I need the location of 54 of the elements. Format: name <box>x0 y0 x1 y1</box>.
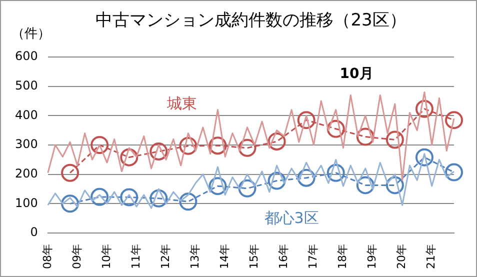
point <box>61 164 80 182</box>
point <box>208 177 227 196</box>
point <box>150 189 168 208</box>
x-tick-label: 12年 <box>158 244 172 270</box>
series-label: 城東 <box>166 94 197 112</box>
x-tick-label: 16年 <box>277 244 290 270</box>
point <box>445 163 463 182</box>
point <box>120 188 138 206</box>
y-tick-label: 600 <box>15 49 38 64</box>
x-tick-label: 08年 <box>40 244 54 270</box>
series-label: 都心3区 <box>264 208 319 227</box>
annotation: 10月 <box>340 66 374 82</box>
point <box>61 194 80 213</box>
y-tick-label: 500 <box>15 78 38 92</box>
x-tick-label: 19年 <box>366 244 379 270</box>
y-tick-label: 0 <box>30 225 38 240</box>
x-tick-label: 13年 <box>188 244 202 270</box>
y-tick-label: 200 <box>15 166 38 180</box>
x-tick-label: 20年 <box>395 244 408 270</box>
x-tick-label: 18年 <box>336 244 350 270</box>
point <box>208 136 227 155</box>
point <box>90 136 109 154</box>
x-tick-label: 21年 <box>424 244 438 270</box>
point <box>386 130 404 149</box>
point <box>415 148 434 166</box>
x-tick-label: 17年 <box>306 244 320 270</box>
point <box>356 128 374 146</box>
x-tick-label: 09年 <box>70 244 84 270</box>
point <box>179 136 198 155</box>
point <box>297 168 316 187</box>
y-tick-label: 300 <box>15 137 38 152</box>
y-tick-label: 100 <box>15 196 38 210</box>
point <box>120 148 138 166</box>
point <box>150 142 168 160</box>
point <box>268 172 286 190</box>
point <box>238 138 256 157</box>
point <box>326 120 345 138</box>
x-tick-label: 14年 <box>218 244 231 270</box>
y-tick-label: 400 <box>15 108 38 122</box>
point <box>268 132 286 150</box>
point <box>326 164 345 182</box>
point <box>179 192 198 211</box>
point <box>238 179 256 198</box>
y-axis-title: （件） <box>12 26 50 42</box>
x-tick-label: 10年 <box>100 244 113 270</box>
point <box>415 100 434 118</box>
point <box>90 188 109 206</box>
x-tick-label: 15年 <box>248 244 261 270</box>
x-tick-label: 11年 <box>129 244 142 270</box>
point <box>386 176 404 194</box>
point <box>297 111 316 130</box>
chart-title: 中古マンション成約件数の推移（23区） <box>96 10 406 30</box>
point <box>356 176 374 194</box>
point <box>445 111 463 130</box>
